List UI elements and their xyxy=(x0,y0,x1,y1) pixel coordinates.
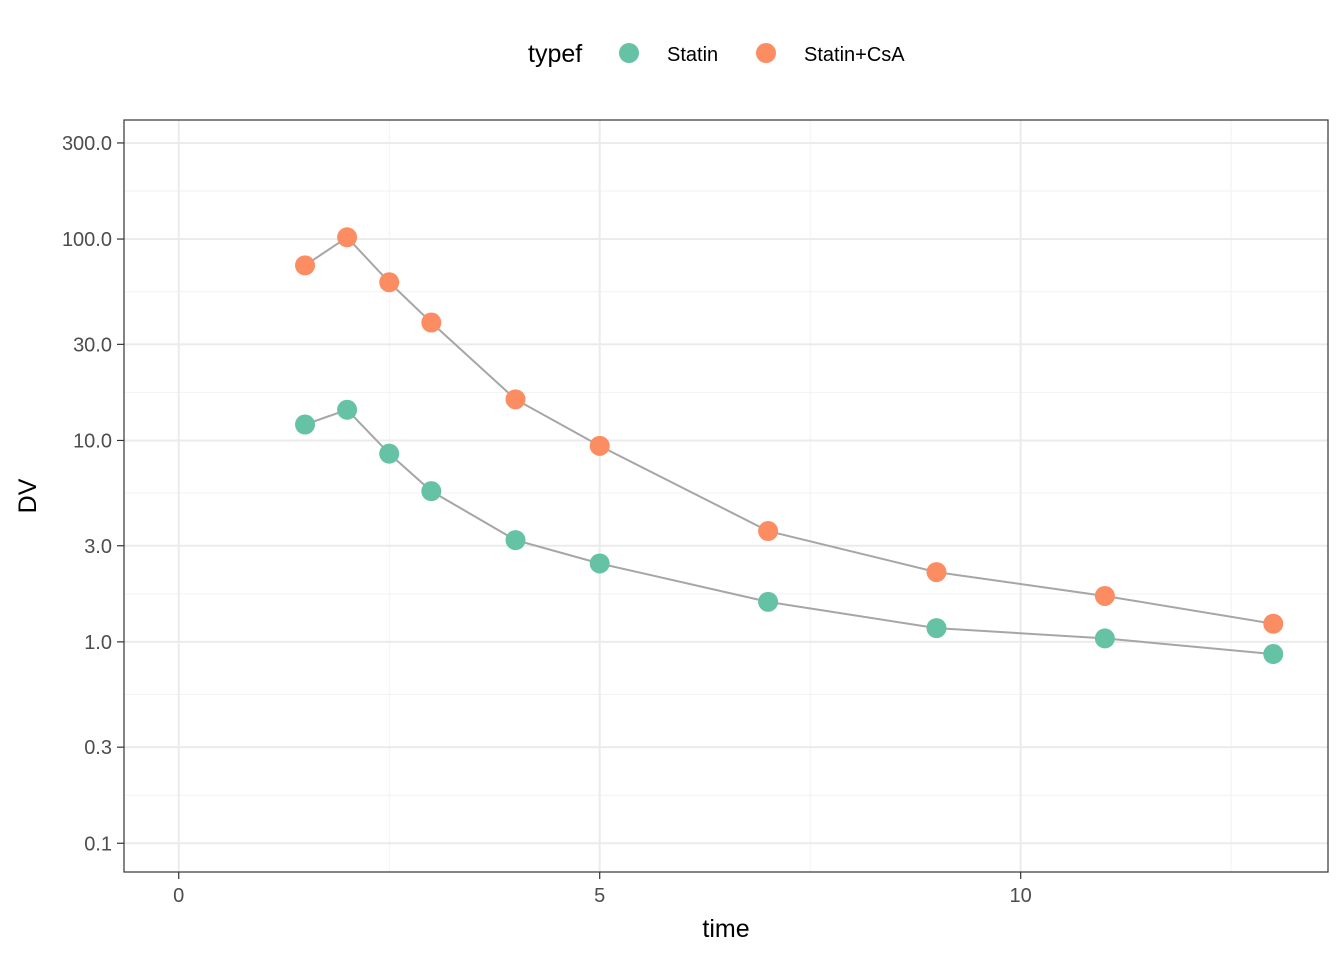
y-tick-label: 1.0 xyxy=(84,632,112,654)
y-tick-label: 0.3 xyxy=(84,737,112,759)
series-line-statin-csa xyxy=(304,236,1274,625)
major-gridlines xyxy=(124,120,1328,872)
data-point-statin xyxy=(505,530,526,551)
data-point-statin xyxy=(926,618,947,639)
data-point-statin xyxy=(379,443,400,464)
x-tick-label: 5 xyxy=(594,885,605,907)
data-point-statin-csa xyxy=(589,435,610,456)
legend-key-statin-csa xyxy=(756,43,776,63)
data-point-statin-csa xyxy=(926,562,947,583)
data-point-statin-csa xyxy=(1263,613,1284,634)
y-axis: 0.1 0.3 1.0 3.0 10.0 30.0 100.0 300.0 xyxy=(62,133,124,855)
series-line-statin xyxy=(304,408,1274,656)
series-points xyxy=(295,227,1284,665)
data-point-statin xyxy=(1263,644,1284,665)
legend-title: typef xyxy=(528,40,582,68)
legend-label-statin: Statin xyxy=(667,44,718,66)
data-point-statin xyxy=(758,591,779,612)
panel-border xyxy=(123,119,1329,873)
data-point-statin xyxy=(589,553,610,574)
data-point-statin xyxy=(421,481,442,502)
plot-panel xyxy=(123,119,1329,873)
legend-label-statin-csa: Statin+CsA xyxy=(804,44,905,66)
data-point-statin xyxy=(295,414,316,435)
data-point-statin-csa xyxy=(758,521,779,542)
data-point-statin-csa xyxy=(505,389,526,410)
y-axis-title: DV xyxy=(14,478,42,513)
legend: typef Statin Statin+CsA xyxy=(528,40,905,68)
data-point-statin-csa xyxy=(337,227,358,248)
y-tick-label: 100.0 xyxy=(62,229,112,251)
x-axis-title: time xyxy=(702,915,749,943)
data-point-statin-csa xyxy=(379,272,400,293)
y-tick-label: 0.1 xyxy=(84,833,112,855)
data-point-statin-csa xyxy=(1094,585,1115,606)
x-tick-label: 0 xyxy=(173,885,184,907)
y-tick-label: 300.0 xyxy=(62,133,112,155)
y-tick-label: 10.0 xyxy=(73,430,112,452)
legend-key-statin xyxy=(619,43,639,63)
data-point-statin xyxy=(337,399,358,420)
data-point-statin-csa xyxy=(295,255,316,276)
x-axis: 0 5 10 xyxy=(173,872,1032,907)
series-lines xyxy=(304,236,1274,656)
y-tick-label: 3.0 xyxy=(84,536,112,558)
data-point-statin-csa xyxy=(421,312,442,333)
x-tick-label: 10 xyxy=(1010,885,1032,907)
y-tick-label: 30.0 xyxy=(73,334,112,356)
data-point-statin xyxy=(1094,628,1115,649)
